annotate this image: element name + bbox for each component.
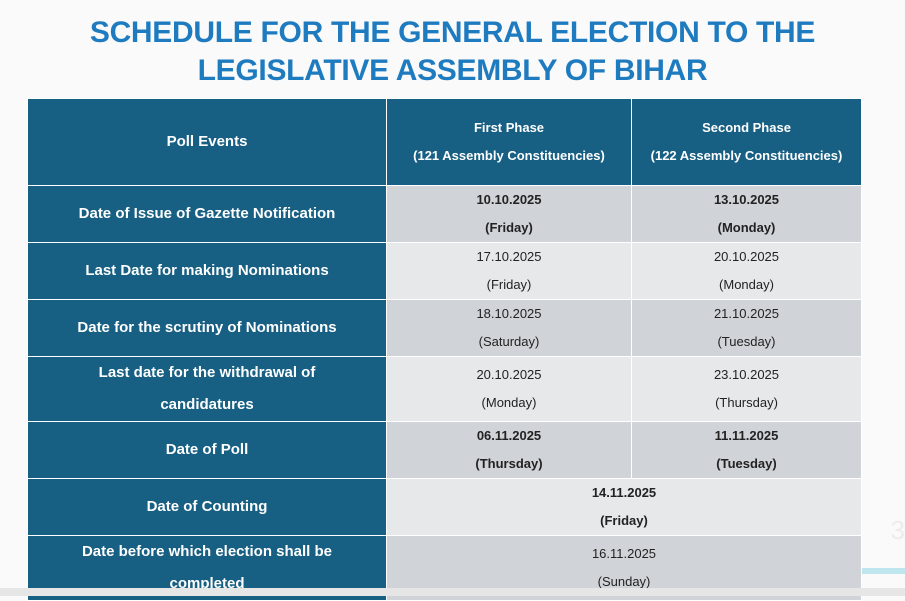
title-line-1: SCHEDULE FOR THE GENERAL ELECTION TO THE xyxy=(89,16,816,49)
first-phase-cell: 17.10.2025 (Friday) xyxy=(386,242,632,300)
sublabel: (122 Assembly Constituencies) xyxy=(650,148,843,163)
table-row: Last Date for making Nominations 17.10.2… xyxy=(27,242,862,300)
table-row: Date for the scrutiny of Nominations 18.… xyxy=(27,299,862,357)
date: 06.11.2025 xyxy=(476,428,542,443)
date: 17.10.2025 xyxy=(476,249,542,264)
title-line-2: LEGISLATIVE ASSEMBLY OF BIHAR xyxy=(197,54,708,87)
date: 14.11.2025 xyxy=(591,485,657,500)
header-first-phase: First Phase (121 Assembly Constituencies) xyxy=(386,98,632,186)
second-phase-cell: 11.11.2025 (Tuesday) xyxy=(631,421,862,479)
date: 16.11.2025 xyxy=(591,546,657,561)
first-phase-cell: 06.11.2025 (Thursday) xyxy=(386,421,632,479)
first-phase-cell: 18.10.2025 (Saturday) xyxy=(386,299,632,357)
slide-number: 3 xyxy=(890,515,905,545)
table-row: Date of Issue of Gazette Notification 10… xyxy=(27,185,862,243)
first-phase-cell: 10.10.2025 (Friday) xyxy=(386,185,632,243)
date: 23.10.2025 xyxy=(713,367,780,382)
date: 13.10.2025 xyxy=(713,192,780,207)
date: 11.11.2025 xyxy=(714,428,779,443)
date: 20.10.2025 xyxy=(476,367,542,382)
second-phase-cell: 13.10.2025 (Monday) xyxy=(631,185,862,243)
day: (Monday) xyxy=(717,220,776,235)
date: 18.10.2025 xyxy=(476,306,542,321)
table-row: Date of Counting 14.11.2025 (Friday) xyxy=(27,478,862,536)
day: (Monday) xyxy=(481,395,537,410)
schedule-table: Poll Events First Phase (121 Assembly Con… xyxy=(27,98,862,601)
day: (Thursday) xyxy=(715,395,778,410)
event-cell: Date of Poll xyxy=(27,421,387,479)
day: (Tuesday) xyxy=(717,334,776,349)
table-row: Date of Poll 06.11.2025 (Thursday) 11.11.… xyxy=(27,421,862,479)
day: (Tuesday) xyxy=(716,456,777,471)
header-row: Poll Events First Phase (121 Assembly Con… xyxy=(27,98,862,186)
both-phases-cell: 14.11.2025 (Friday) xyxy=(386,478,862,536)
day: (Thursday) xyxy=(475,456,543,471)
sublabel: (121 Assembly Constituencies) xyxy=(413,148,605,163)
day: (Friday) xyxy=(600,513,648,528)
event-cell: Date for the scrutiny of Nominations xyxy=(27,299,387,357)
header-poll-events: Poll Events xyxy=(27,98,387,186)
header-second-phase: Second Phase (122 Assembly Constituencies… xyxy=(631,98,862,186)
first-phase-cell: 20.10.2025 (Monday) xyxy=(386,356,632,422)
day: (Sunday) xyxy=(597,574,651,589)
date: 20.10.2025 xyxy=(713,249,780,264)
second-phase-cell: 20.10.2025 (Monday) xyxy=(631,242,862,300)
date: 21.10.2025 xyxy=(713,306,780,321)
table-row: Last date for the withdrawal of candidat… xyxy=(27,356,862,422)
second-phase-cell: 21.10.2025 (Tuesday) xyxy=(631,299,862,357)
event-cell: Last date for the withdrawal of candidat… xyxy=(27,356,387,422)
event-cell: Date of Issue of Gazette Notification xyxy=(27,185,387,243)
day: (Friday) xyxy=(485,220,533,235)
second-phase-cell: 23.10.2025 (Thursday) xyxy=(631,356,862,422)
day: (Friday) xyxy=(486,277,532,292)
day: (Monday) xyxy=(719,277,774,292)
event-cell: Date of Counting xyxy=(27,478,387,536)
event-cell: Last Date for making Nominations xyxy=(27,242,387,300)
day: (Saturday) xyxy=(478,334,540,349)
page-title: SCHEDULE FOR THE GENERAL ELECTION TO THE… xyxy=(0,14,905,90)
accent-bar xyxy=(862,568,905,574)
label: First Phase xyxy=(473,120,545,135)
date: 10.10.2025 xyxy=(476,192,542,207)
label: Second Phase xyxy=(702,120,791,135)
bottom-divider xyxy=(0,588,905,596)
